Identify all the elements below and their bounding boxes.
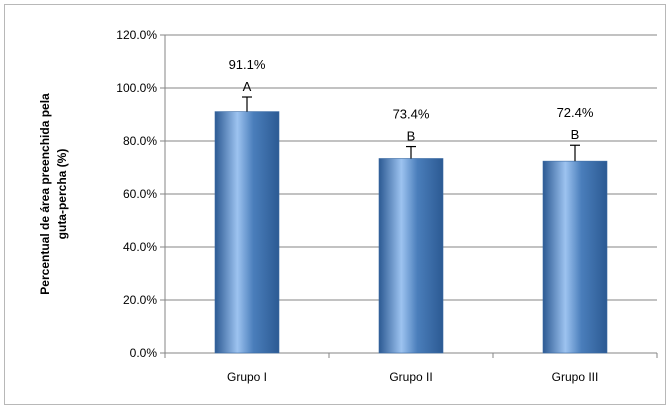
significance-letter: B	[571, 127, 580, 142]
y-tick-label: 100.0%	[116, 81, 157, 95]
bar	[378, 158, 444, 354]
y-tick-label: 120.0%	[116, 28, 157, 42]
bar	[214, 111, 280, 354]
y-tick-label: 0.0%	[130, 346, 158, 360]
data-label: 91.1%	[229, 57, 266, 72]
y-tick-label: 80.0%	[123, 134, 157, 148]
x-tick-label: Grupo III	[552, 370, 599, 384]
significance-letter: B	[407, 129, 416, 144]
significance-letter: A	[243, 79, 252, 94]
y-axis-title: guta-percha (%)	[55, 149, 69, 240]
y-tick-label: 40.0%	[123, 240, 157, 254]
y-tick-label: 60.0%	[123, 187, 157, 201]
chart-frame: 0.0% 20.0% 40.0% 60.0% 80.0% 100.0% 120.0% A 91.…	[4, 4, 666, 405]
bar	[542, 160, 608, 354]
labels: 0.0% 20.0% 40.0% 60.0% 80.0% 100.0% 120.0% A 91.…	[38, 28, 598, 384]
bars	[214, 96, 608, 354]
x-tick-label: Grupo I	[227, 370, 267, 384]
y-axis-title: Percentual de área preenchida pela	[38, 93, 52, 295]
data-label: 73.4%	[393, 107, 430, 122]
data-label: 72.4%	[557, 105, 594, 120]
bar-chart: 0.0% 20.0% 40.0% 60.0% 80.0% 100.0% 120.0% A 91.…	[38, 28, 658, 384]
x-tick-label: Grupo II	[389, 370, 432, 384]
y-tick-label: 20.0%	[123, 293, 157, 307]
